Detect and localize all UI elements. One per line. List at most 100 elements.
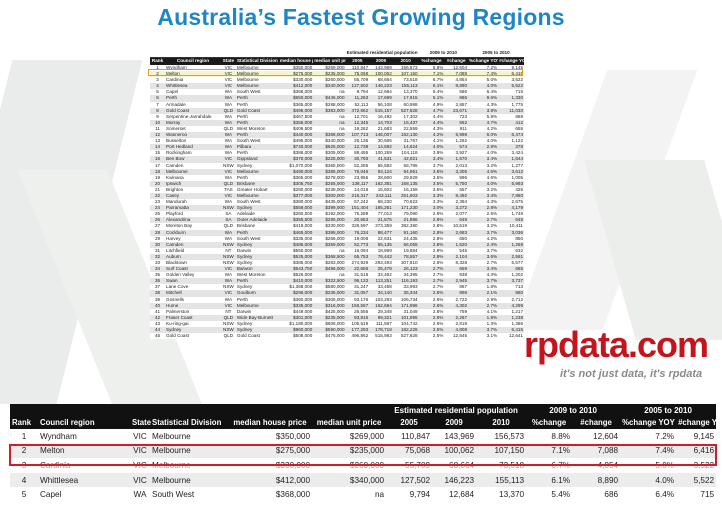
- small-table-cell: 18,869: [369, 247, 393, 254]
- small-table-cell: $383,000: [313, 107, 346, 114]
- small-table-cell: Lane Cove: [165, 284, 221, 291]
- small-table-cell: 850: [498, 235, 524, 242]
- small-table-cell: 665: [498, 266, 524, 273]
- small-table-cell: Casey: [165, 192, 221, 200]
- small-table-cell: 26,556: [345, 308, 370, 315]
- big-table-cell: Whittlesea: [38, 472, 130, 488]
- small-table-column-header: Rank Council region State Statistical Divis…: [150, 57, 524, 65]
- small-table-cell: 4.6%: [468, 168, 499, 175]
- small-table-cell: 4.0%: [468, 83, 499, 90]
- small-table-cell: 103,293: [369, 296, 393, 303]
- small-table-cell: NSW: [220, 284, 236, 291]
- small-table-cell: 632: [498, 247, 524, 254]
- small-table-cell: 898: [444, 290, 469, 297]
- small-table-cell: 31,247: [345, 284, 370, 291]
- small-table-cell: $365,000: [278, 101, 314, 108]
- small-table-cell: $740,000: [278, 144, 314, 151]
- small-table-cell: VIC: [220, 83, 236, 90]
- small-table-cell: $295,000: [278, 290, 314, 297]
- small-table-cell: 113,251: [369, 278, 393, 285]
- small-table-cell: 4,302: [444, 302, 469, 309]
- small-table-cell: na: [313, 125, 346, 133]
- big-table-column-header: median unit price: [312, 416, 387, 429]
- small-table-cell: 2.8%: [418, 223, 445, 230]
- small-table-cell: 182,226: [392, 327, 419, 334]
- small-table-cell: 3.5%: [418, 174, 445, 181]
- big-table-cell: 7,088: [572, 443, 621, 459]
- small-table-cell: $543,750: [278, 266, 314, 273]
- small-table-cell: $340,000: [313, 138, 346, 145]
- small-table-cell: $625,000: [313, 144, 346, 151]
- small-table-cell: 4.0%: [418, 144, 445, 151]
- small-table-cell: 37: [150, 284, 166, 291]
- small-table-cell: na: [313, 272, 346, 279]
- small-table-cell: 574: [444, 144, 469, 151]
- small-table-cell: 79,090: [392, 211, 419, 218]
- small-table-cell: 29,348: [369, 308, 393, 315]
- small-table-cell: 2.6%: [418, 308, 445, 315]
- big-table-cell: 4: [10, 472, 38, 488]
- small-table-cell: 12,345: [345, 119, 370, 126]
- small-table-cell: 156,573: [392, 65, 419, 72]
- small-table-cell: 3,036: [498, 229, 524, 236]
- table-row: 13 Busselton WA South West $495,000 $340,000 2…: [150, 138, 524, 145]
- small-table-cell: 12,738: [345, 144, 370, 151]
- small-highlight-box: [148, 69, 523, 76]
- small-table-cell: Fraser Coast: [165, 314, 221, 321]
- small-table-cell: 3.8%: [468, 107, 499, 114]
- table-row: 40 Hume VIC Melbourne $335,000 $316,000 156,56…: [150, 302, 524, 309]
- page-title: Australia’s Fastest Growing Regions: [157, 4, 565, 30]
- small-table-cell: $330,000: [313, 223, 346, 230]
- table-row: 4 Whittlesea VIC Melbourne $412,000 $340,000 1…: [10, 472, 717, 488]
- small-table-cell: 75,068: [345, 71, 370, 78]
- big-table-cell: 7.2%: [620, 429, 677, 444]
- small-table-cell: 31,518: [345, 272, 370, 279]
- small-table-cell: $235,000: [313, 290, 346, 297]
- small-table-cell: Parramatta: [165, 205, 221, 212]
- table-row: 19 Kwinana WA Perth $365,000 $278,000 23,956 28…: [150, 174, 524, 181]
- small-table-cell: 56,108: [369, 101, 393, 108]
- small-table-cell: 867: [444, 284, 469, 291]
- small-table-cell: 2.7%: [468, 217, 499, 224]
- small-table-cell: 156,567: [345, 302, 370, 309]
- small-table-cell: 5,522: [498, 83, 524, 90]
- small-table-cell: Outer Adelaide: [235, 217, 279, 224]
- small-table-cell: 21,683: [369, 125, 393, 133]
- small-table-cell: 4.4%: [418, 113, 445, 120]
- big-table-column-header: 2009: [432, 416, 477, 429]
- small-table-cell: 4.9%: [418, 101, 445, 108]
- small-table-cell: 2,267: [444, 314, 469, 321]
- small-table-cell: 70,623: [392, 199, 419, 206]
- small-table-column-header: median house price: [278, 57, 314, 65]
- small-table-cell: 19: [150, 174, 166, 181]
- small-table-cell: Melbourne: [235, 192, 279, 200]
- small-table-cell: Surf Coast: [165, 266, 221, 273]
- small-table-cell: 12,845: [444, 333, 469, 340]
- small-table-cell: 76,046: [345, 168, 370, 175]
- small-table-cell: 35,344: [392, 290, 419, 297]
- small-table-cell: Cardinia: [165, 77, 221, 84]
- small-table-cell: 11,033: [498, 107, 524, 114]
- small-table-cell: 1,330: [498, 95, 524, 102]
- small-table-cell: 2.9%: [418, 217, 445, 224]
- small-table-cell: 52,113: [345, 101, 370, 108]
- small-table-cell: 4.0%: [468, 138, 499, 145]
- small-table-cell: $275,000: [278, 71, 314, 78]
- small-table-cell: Sydney: [235, 162, 279, 169]
- small-table-cell: 2,819: [444, 320, 469, 328]
- small-table-cell: 13,370: [392, 89, 419, 96]
- small-table-cell: 3.3%: [418, 192, 445, 200]
- small-table-cell: $419,000: [278, 223, 314, 230]
- table-row: 21 Brighton TAS Greater Hobart $280,000 $238,…: [150, 186, 524, 193]
- small-table-cell: Capel: [165, 89, 221, 96]
- big-table-cell: 146,223: [432, 472, 477, 488]
- small-table-cell: $370,000: [278, 156, 314, 163]
- small-table-cell: 19,884: [392, 247, 419, 254]
- small-table-cell: 21: [150, 186, 166, 193]
- small-table-cell: Adelaide: [235, 211, 279, 218]
- big-table-cell: 7.1%: [526, 443, 573, 459]
- big-group-change-a: 2009 to 2010: [526, 404, 621, 416]
- big-table-column-header: Statistical Division: [150, 416, 228, 429]
- small-table-cell: 25: [150, 211, 166, 218]
- small-table-cell: 1: [150, 65, 166, 72]
